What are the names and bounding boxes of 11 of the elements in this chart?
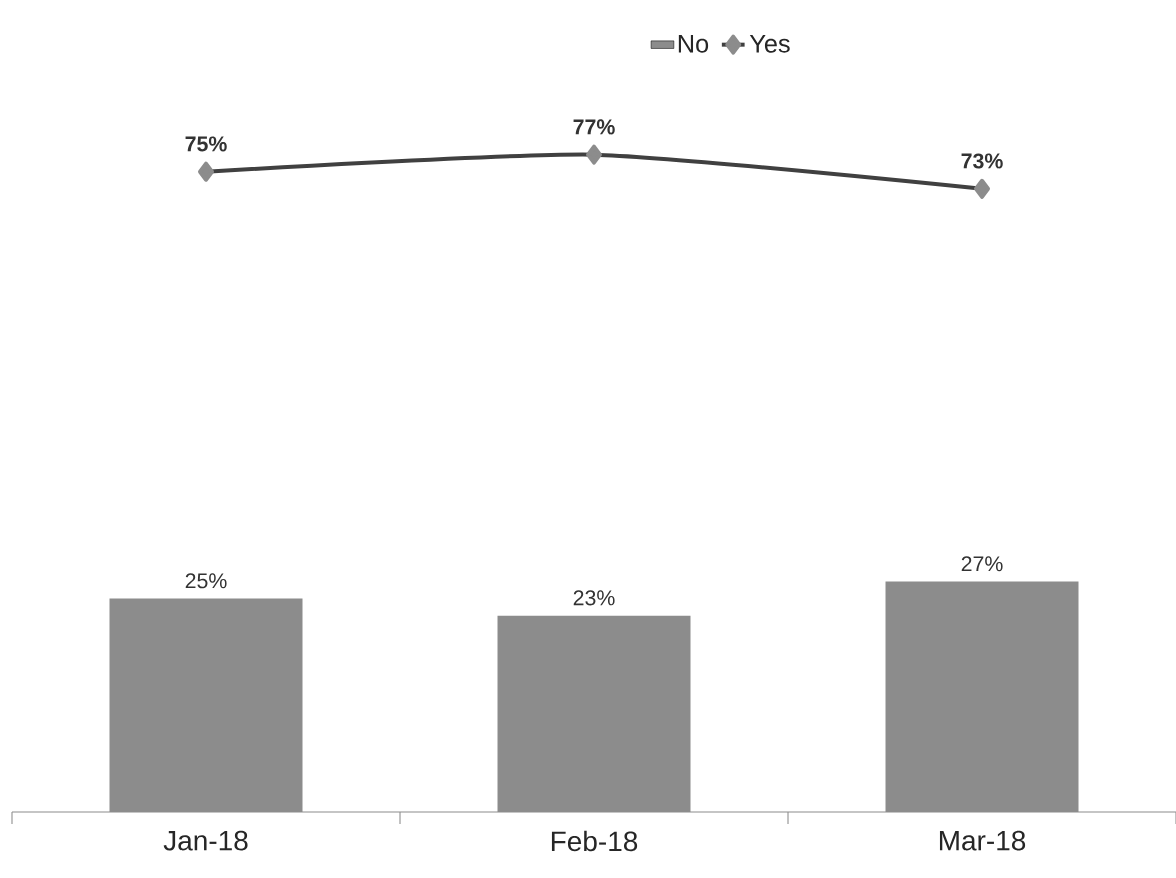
x-tick-label: Jan-18 [163,830,248,851]
x-tick-label: Mar-18 [939,830,1026,851]
data-label: 73% [961,153,1003,169]
data-label: 77% [573,119,615,135]
data-label: 25% [185,573,227,589]
data-label: 75% [185,136,227,152]
data-label: 27% [961,556,1003,572]
legend-label: Yes [749,34,790,53]
legend-label: No [678,34,709,53]
data-label: 23% [573,590,615,606]
x-tick-label: Feb-18 [551,830,638,852]
